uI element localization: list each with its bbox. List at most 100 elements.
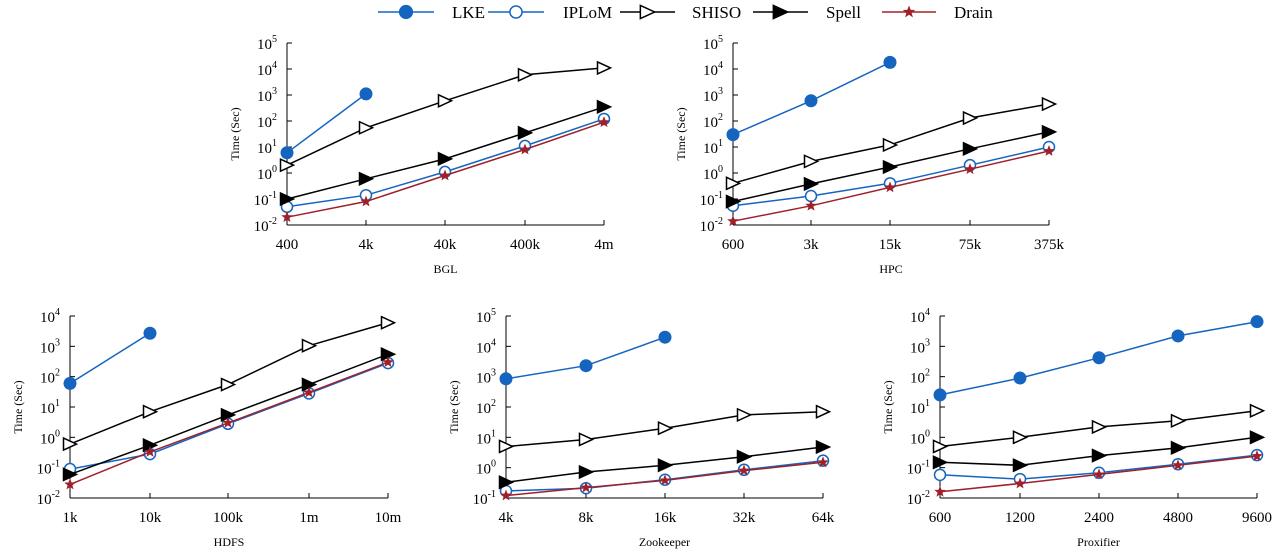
data-point-shiso	[517, 67, 534, 82]
y-tick-label: 102	[476, 398, 496, 417]
y-tick-label: 103	[257, 86, 277, 105]
series-lke	[63, 326, 157, 390]
data-point-shiso	[1249, 403, 1266, 418]
data-point-lke	[63, 376, 77, 390]
data-point-shiso	[301, 338, 318, 353]
data-point-lke	[658, 330, 672, 344]
data-point-shiso	[62, 436, 79, 452]
legend-marker-drain	[902, 5, 916, 18]
data-point-drain	[303, 386, 315, 398]
y-tick-label: 102	[40, 368, 60, 387]
data-point-shiso	[1091, 419, 1108, 435]
y-tick-label: 100	[40, 428, 60, 447]
y-tick-label: 105	[703, 34, 723, 53]
y-tick-label: 10-2	[907, 489, 930, 508]
y-tick-label: 103	[476, 368, 496, 387]
data-point-spell	[517, 125, 534, 141]
legend-marker-shiso	[639, 4, 657, 20]
data-point-lke	[883, 55, 897, 69]
data-point-drain	[1251, 450, 1263, 462]
y-tick-label: 100	[703, 164, 723, 183]
series-drain	[500, 456, 829, 501]
data-point-shiso	[1041, 96, 1058, 112]
data-point-lke	[804, 94, 818, 108]
x-tick-label: 8k	[579, 510, 595, 526]
series-iplom	[280, 112, 611, 214]
data-point-drain	[439, 169, 451, 181]
chart-panel-hpc: 10-2 10-1 100 101 102 103 104 105 600 3k 15k 75k 375…	[674, 34, 1065, 276]
data-point-shiso	[1012, 430, 1029, 445]
data-point-drain	[580, 481, 592, 493]
data-point-shiso	[736, 407, 753, 423]
data-point-spell	[62, 467, 79, 482]
data-point-lke	[1171, 329, 1185, 343]
data-point-spell	[358, 171, 375, 186]
series-spell	[498, 439, 832, 490]
data-point-shiso	[932, 439, 949, 454]
data-point-drain	[1093, 468, 1105, 480]
series-line-iplom	[732, 146, 1050, 207]
y-tick-label: 104	[703, 60, 723, 79]
data-point-drain	[1043, 144, 1055, 156]
legend-label-drain: Drain	[954, 3, 993, 22]
series-spell	[932, 430, 1266, 473]
series-drain	[281, 116, 610, 223]
y-tick-label: 101	[910, 398, 930, 417]
x-tick-label: 10k	[139, 510, 162, 526]
series-shiso	[725, 96, 1058, 191]
y-tick-label: 102	[703, 112, 723, 131]
series-spell	[725, 124, 1058, 209]
data-point-drain	[727, 215, 739, 227]
data-point-shiso	[220, 377, 237, 392]
legend-label-iplom: IPLoM	[563, 3, 612, 22]
x-tick-label: 32k	[733, 510, 756, 526]
data-point-drain	[884, 181, 896, 193]
series-line-lke	[69, 332, 151, 385]
data-point-spell	[578, 464, 595, 480]
chart-panel-proxifier: 10-2 10-1 100 101 102 103 104 600 1200 2400 4800 96…	[881, 307, 1272, 549]
y-axis-label: Time (Sec)	[447, 380, 461, 433]
data-point-shiso	[142, 404, 159, 419]
data-point-drain	[1172, 459, 1184, 471]
data-point-spell	[279, 191, 296, 207]
x-tick-label: 400	[276, 237, 299, 253]
data-point-spell	[725, 194, 742, 209]
y-tick-label: 10-2	[254, 216, 277, 235]
x-tick-label: 9600	[1242, 510, 1272, 526]
x-axis-label: HPC	[879, 262, 902, 276]
data-point-lke	[579, 359, 593, 373]
data-point-shiso	[437, 93, 454, 108]
data-point-lke	[1013, 371, 1027, 385]
y-tick-label: 10-2	[37, 489, 60, 508]
x-tick-label: 600	[722, 237, 745, 253]
data-point-drain	[598, 116, 610, 128]
data-point-lke	[1092, 351, 1106, 365]
y-tick-label: 10-1	[700, 190, 723, 209]
data-point-iplom	[933, 468, 947, 482]
chart-panels: 10-2 10-1 100 101 102 103 104 105 400 4k 40k 400k 4m…	[11, 34, 1272, 549]
data-point-shiso	[358, 120, 375, 135]
series-shiso	[932, 403, 1266, 454]
y-tick-label: 103	[703, 86, 723, 105]
x-tick-label: 64k	[812, 510, 835, 526]
x-tick-label: 10m	[375, 510, 402, 526]
x-tick-label: 4k	[359, 237, 375, 253]
y-axis-label: Time (Sec)	[881, 380, 895, 433]
x-tick-label: 4m	[594, 237, 614, 253]
data-point-shiso	[725, 176, 742, 191]
data-point-lke	[359, 87, 373, 101]
data-point-spell	[437, 151, 454, 167]
data-point-drain	[964, 163, 976, 175]
x-tick-label: 2400	[1084, 510, 1114, 526]
legend-item-spell: Spell	[753, 3, 861, 22]
data-point-spell	[815, 439, 832, 455]
series-shiso	[62, 315, 397, 452]
y-tick-label: 104	[40, 307, 60, 326]
legend-label-shiso: SHISO	[692, 3, 741, 22]
y-tick-label: 102	[257, 112, 277, 131]
legend-item-drain: Drain	[882, 3, 993, 22]
x-tick-label: 75k	[959, 237, 982, 253]
data-point-drain	[222, 416, 234, 428]
y-tick-label: 10-1	[37, 459, 60, 478]
